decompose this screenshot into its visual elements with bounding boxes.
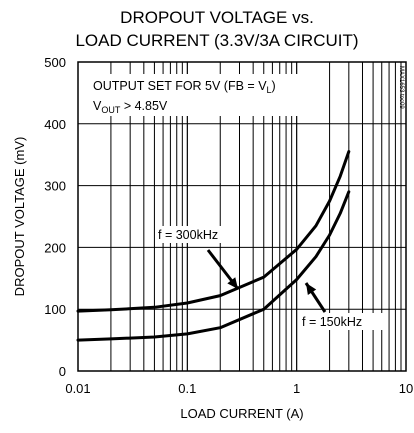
series-label: f = 150kHz bbox=[302, 315, 362, 329]
y-axis-label: DROPOUT VOLTAGE (mV) bbox=[12, 137, 27, 297]
arrow-head bbox=[306, 283, 317, 295]
x-tick-label: 0.1 bbox=[178, 381, 196, 396]
x-tick-label: 1 bbox=[293, 381, 300, 396]
chart-title-line2: LOAD CURRENT (3.3V/3A CIRCUIT) bbox=[75, 31, 359, 50]
chart-title-line1: DROPOUT VOLTAGE vs. bbox=[120, 8, 314, 27]
plot-frame bbox=[77, 61, 407, 372]
annotation-line1: OUTPUT SET FOR 5V (FB = VL) bbox=[93, 79, 276, 95]
y-tick-label: 0 bbox=[59, 364, 66, 379]
x-axis-label: LOAD CURRENT (A) bbox=[180, 406, 303, 421]
y-tick-label: 300 bbox=[44, 179, 66, 194]
y-tick-label: 400 bbox=[44, 117, 66, 132]
series-label: f = 300kHz bbox=[158, 228, 218, 242]
x-tick-label: 10 bbox=[399, 381, 413, 396]
output-annotation: OUTPUT SET FOR 5V (FB = VL) VOUT > 4.85V bbox=[86, 74, 304, 116]
x-tick-label: 0.01 bbox=[65, 381, 90, 396]
arrow-head bbox=[227, 277, 238, 289]
y-tick-label: 100 bbox=[44, 302, 66, 317]
annotation-line2: VOUT > 4.85V bbox=[93, 99, 168, 115]
series-line bbox=[76, 190, 351, 342]
series-layer bbox=[76, 150, 351, 342]
y-tick-label: 200 bbox=[44, 240, 66, 255]
y-tick-label: 500 bbox=[44, 55, 66, 70]
series-label-bg bbox=[299, 313, 383, 330]
series-line bbox=[76, 150, 351, 313]
watermark-text: MAX1653 toc09 bbox=[398, 66, 404, 109]
series-labels: f = 300kHz f = 150kHz bbox=[155, 226, 383, 330]
series-label-bg bbox=[155, 226, 239, 243]
